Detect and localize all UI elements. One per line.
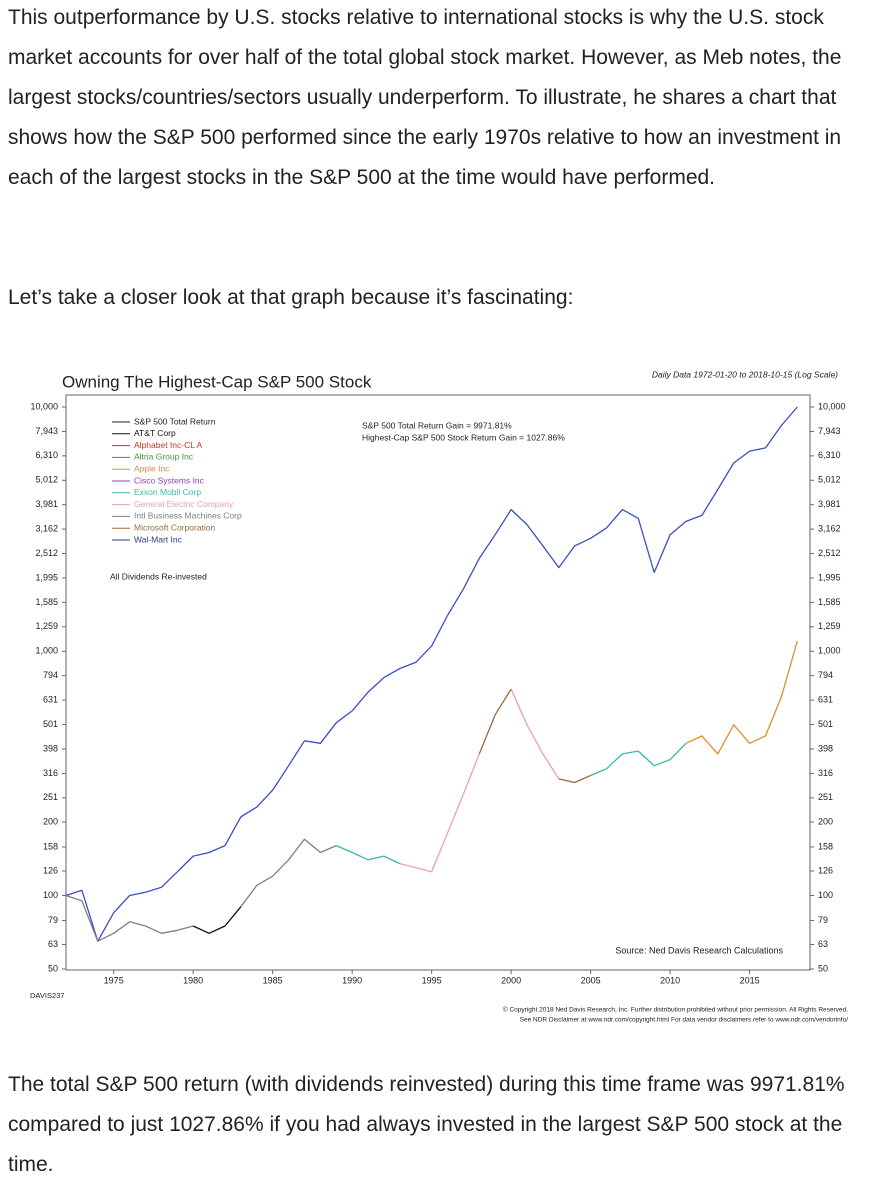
y-tick-label: 200 [43, 816, 58, 826]
y-tick-label: 631 [43, 694, 58, 704]
note: All Dividends Re-invested [110, 571, 207, 581]
y-tick-label: 794 [43, 670, 58, 680]
x-tick-label: 1985 [263, 975, 283, 985]
chart-background [14, 365, 858, 1025]
y-tick-label: 1,585 [35, 597, 58, 607]
y-tick-label: 2,512 [818, 548, 841, 558]
x-tick-label: 1990 [342, 975, 362, 985]
y-tick-label: 3,162 [35, 524, 58, 534]
legend-label: Altria Group Inc [134, 452, 194, 462]
y-tick-label: 3,981 [35, 499, 58, 509]
y-tick-label: 1,995 [35, 572, 58, 582]
y-tick-label: 1,000 [35, 646, 58, 656]
y-tick-label: 1,000 [818, 646, 841, 656]
paragraph: The total S&P 500 return (with dividends… [8, 1073, 845, 1176]
y-tick-label: 631 [818, 694, 833, 704]
legend-label: Microsoft Corporation [134, 522, 216, 532]
x-tick-label: 2005 [581, 975, 601, 985]
chart: Owning The Highest-Cap S&P 500 Stock Dai… [14, 365, 858, 1025]
y-tick-label: 63 [818, 939, 828, 949]
x-tick-label: 1975 [104, 975, 124, 985]
series-line [478, 688, 512, 755]
series-line [685, 640, 798, 755]
y-tick-label: 126 [43, 865, 58, 875]
y-tick-label: 50 [48, 963, 58, 973]
series-line [65, 406, 798, 942]
annotation: Highest-Cap S&P 500 Stock Return Gain = … [362, 432, 565, 442]
y-tick-label: 1,995 [818, 572, 841, 582]
legend-label: General Electric Company [134, 499, 234, 509]
y-tick-label: 251 [43, 792, 58, 802]
annotation: S&P 500 Total Return Gain = 9971.81% [362, 420, 512, 430]
paragraph: Let’s take a closer look at that graph b… [8, 286, 574, 309]
y-tick-label: 158 [43, 841, 58, 851]
y-tick-label: 6,310 [35, 450, 58, 460]
paragraph: This outperformance by U.S. stocks relat… [8, 6, 842, 189]
y-tick-label: 79 [48, 915, 58, 925]
legend-label: Alphabet Inc-CL A [134, 440, 203, 450]
y-tick-label: 251 [818, 792, 833, 802]
y-tick-label: 7,943 [818, 426, 841, 436]
y-tick-label: 398 [43, 743, 58, 753]
copyright: © Copyright 2018 Ned Davis Research, Inc… [503, 1006, 848, 1014]
series-line [558, 774, 591, 784]
x-tick-label: 1995 [422, 975, 442, 985]
y-tick-label: 2,512 [35, 548, 58, 558]
legend-label: Wal-Mart Inc [134, 534, 183, 544]
chart-id: DAVIS237 [30, 991, 64, 1000]
plot-frame [65, 394, 811, 971]
y-tick-label: 100 [43, 890, 58, 900]
series-line [510, 688, 560, 780]
y-tick-label: 501 [43, 719, 58, 729]
legend-label: AT&T Corp [134, 428, 176, 438]
y-tick-label: 100 [818, 890, 833, 900]
legend-label: Cisco Systems Inc [134, 475, 205, 485]
y-tick-label: 79 [818, 915, 828, 925]
y-tick-label: 200 [818, 816, 833, 826]
y-tick-label: 1,585 [818, 597, 841, 607]
y-tick-label: 1,259 [35, 621, 58, 631]
y-tick-label: 10,000 [818, 401, 846, 411]
y-tick-label: 398 [818, 743, 833, 753]
x-tick-label: 2010 [660, 975, 680, 985]
legend-label: Intl Business Machines Corp [134, 511, 242, 521]
y-tick-label: 501 [818, 719, 833, 729]
y-tick-label: 5,012 [35, 475, 58, 485]
y-tick-label: 50 [818, 963, 828, 973]
y-tick-label: 7,943 [35, 426, 58, 436]
series-line [65, 894, 194, 942]
chart-subtitle: Daily Data 1972-01-20 to 2018-10-15 (Log… [652, 369, 838, 379]
series-line [336, 845, 401, 865]
y-tick-label: 3,162 [818, 524, 841, 534]
legend-label: S&P 500 Total Return [134, 416, 216, 426]
series-line [240, 838, 337, 908]
y-tick-label: 126 [818, 865, 833, 875]
series-line [192, 906, 242, 934]
series-line [399, 753, 480, 873]
source: Source: Ned Davis Research Calculations [615, 945, 783, 955]
y-tick-label: 5,012 [818, 475, 841, 485]
chart-title: Owning The Highest-Cap S&P 500 Stock [62, 372, 372, 391]
y-tick-label: 1,259 [818, 621, 841, 631]
copyright: See NDR Disclaimer at www.ndr.com/copyri… [520, 1017, 849, 1024]
x-tick-label: 1980 [183, 975, 203, 985]
y-tick-label: 158 [818, 841, 833, 851]
y-tick-label: 316 [818, 768, 833, 778]
x-tick-label: 2000 [501, 975, 521, 985]
y-tick-label: 3,981 [818, 499, 841, 509]
y-tick-label: 316 [43, 768, 58, 778]
y-tick-label: 794 [818, 670, 833, 680]
y-tick-label: 63 [48, 939, 58, 949]
legend-label: Exxon Mobil Corp [134, 487, 201, 497]
legend-label: Apple Inc [134, 463, 170, 473]
y-tick-label: 10,000 [30, 401, 58, 411]
series-line [590, 742, 687, 777]
y-tick-label: 6,310 [818, 450, 841, 460]
x-tick-label: 2015 [740, 975, 760, 985]
